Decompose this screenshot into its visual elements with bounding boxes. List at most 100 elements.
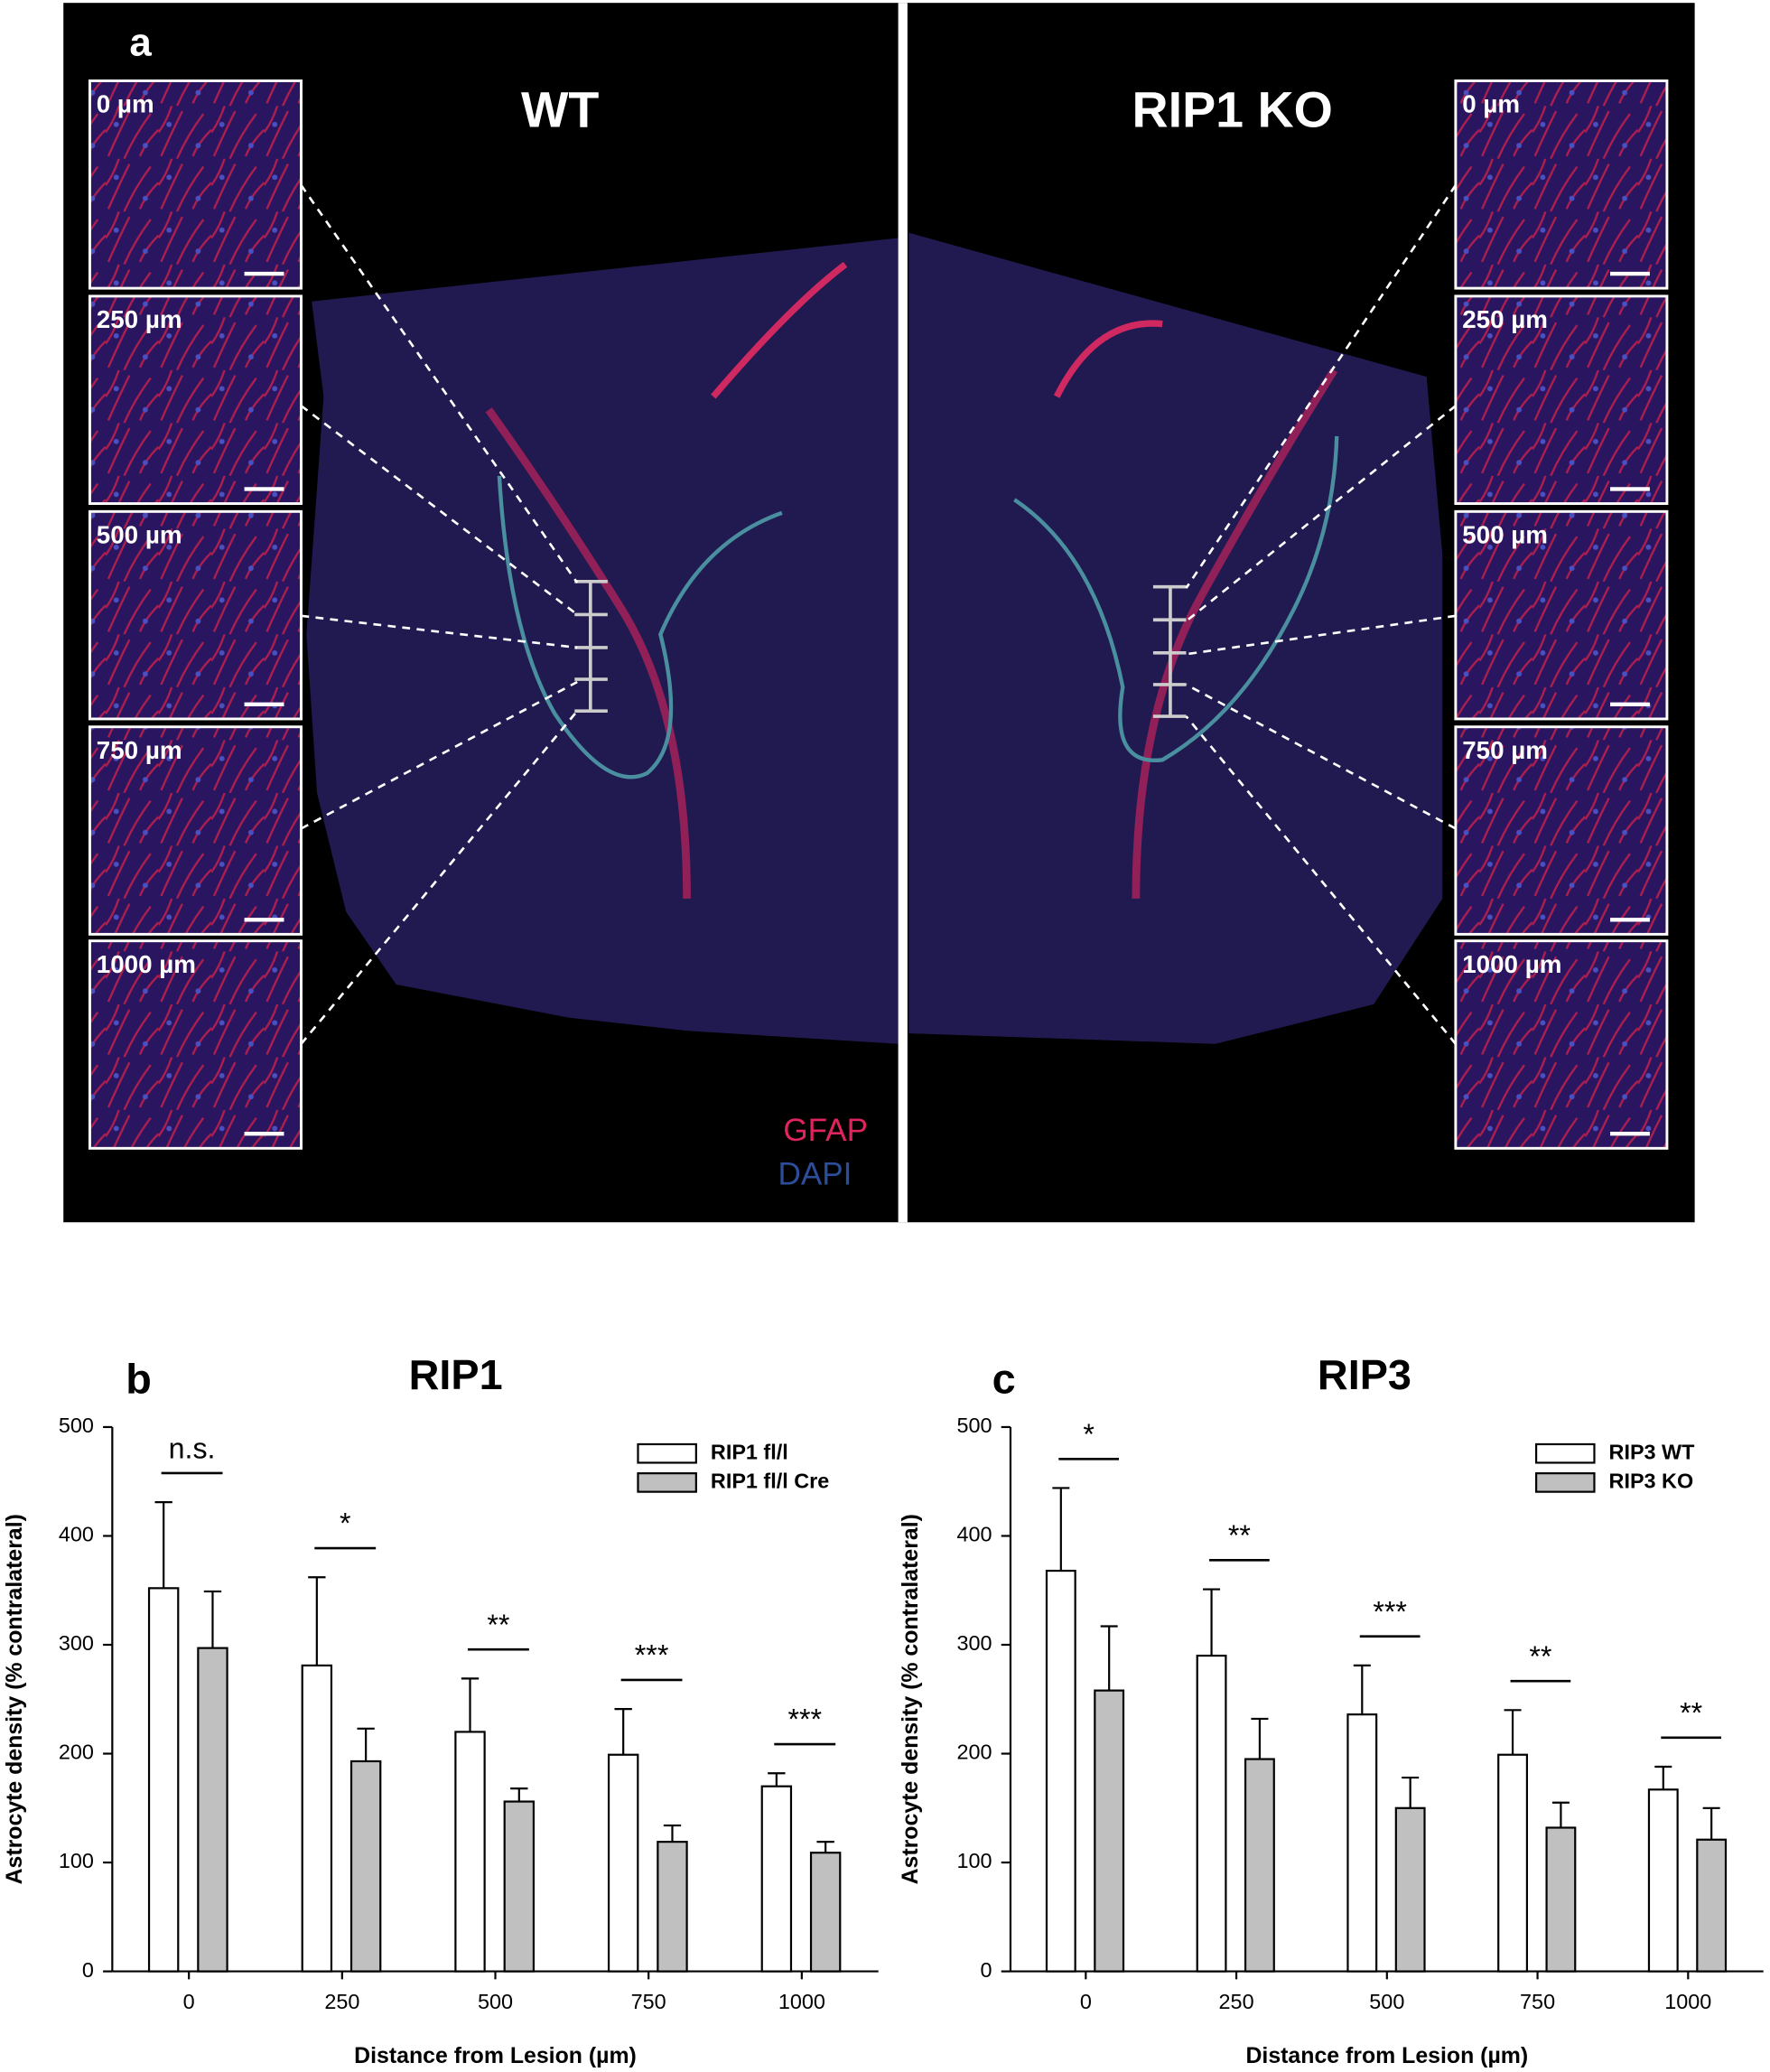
bar (349, 1759, 382, 1973)
inset-label: 750 µm (97, 736, 182, 764)
stain-label: GFAP (783, 1113, 868, 1148)
lesion-outline (497, 475, 783, 779)
group-title: WT (521, 82, 599, 138)
significance-label: ** (1529, 1640, 1552, 1673)
legend-label: RIP1 fl/l (711, 1440, 788, 1463)
inset-label: 250 µm (1462, 305, 1548, 333)
bar (1545, 1826, 1577, 1973)
distance-ruler (574, 580, 1187, 718)
bar (1647, 1788, 1679, 1973)
inset-image (88, 725, 303, 936)
bar (503, 1800, 536, 1973)
inset-label: 0 µm (97, 90, 154, 118)
inset-connectors (300, 184, 1457, 1045)
inset-image (1454, 79, 1669, 290)
x-tick-label: 1000 (778, 1990, 825, 2013)
inset-image (1454, 294, 1669, 505)
y-tick-label: 400 (956, 1523, 992, 1546)
inset-image (1454, 939, 1669, 1150)
x-tick-label: 0 (183, 1990, 195, 2013)
legend-swatch (1535, 1472, 1596, 1493)
significance-label: ** (487, 1609, 510, 1641)
x-tick-label: 750 (1520, 1990, 1555, 2013)
inset-image (1454, 509, 1669, 721)
significance-label: *** (1373, 1595, 1407, 1628)
panel-a: a WT RIP1 KO GFAP DAPI 0 µm 250 µm 500 µm 7… (63, 3, 1695, 1223)
tissue-left (306, 238, 899, 1044)
significance-label: * (340, 1507, 351, 1540)
x-tick-label: 250 (1219, 1990, 1254, 2013)
charts: b RIP1 Distance from Lesion (µm) Astrocyte … (2, 1351, 1764, 2068)
legend-label: RIP3 WT (1609, 1440, 1696, 1463)
stain-label: DAPI (778, 1156, 852, 1191)
chart-title: RIP1 (409, 1351, 503, 1398)
y-axis-label: Astrocyte density (% contralateral) (898, 1514, 923, 1884)
bar (1244, 1758, 1275, 1973)
x-tick-label: 750 (631, 1990, 666, 2013)
bar (197, 1647, 228, 1973)
x-tick-label: 500 (478, 1990, 513, 2013)
y-tick-label: 200 (59, 1741, 94, 1764)
tissue-right (908, 232, 1443, 1044)
bar (760, 1785, 793, 1973)
significance-label: *** (787, 1703, 822, 1736)
lesion-outline (1013, 435, 1339, 763)
significance-label: ** (1228, 1519, 1252, 1552)
y-axis-label: Astrocyte density (% contralateral) (2, 1514, 27, 1884)
legend-swatch (637, 1442, 697, 1464)
group-title: RIP1 KO (1132, 82, 1332, 138)
significance-label: ** (1680, 1696, 1703, 1729)
gfap-edge (711, 261, 1163, 399)
y-tick-label: 0 (82, 1958, 94, 1982)
chart-title: RIP3 (1318, 1351, 1411, 1398)
inset-image (1454, 725, 1669, 936)
inset-label: 750 µm (1462, 736, 1548, 764)
inset-label: 1000 µm (97, 950, 196, 978)
bar (657, 1841, 688, 1973)
legend-swatch (1535, 1442, 1596, 1464)
panel-label: a (129, 21, 152, 65)
y-tick-label: 100 (59, 1849, 94, 1872)
y-tick-label: 300 (59, 1631, 94, 1655)
inset-label: 1000 µm (1462, 950, 1561, 978)
panel-label: b (126, 1356, 152, 1403)
bar (1045, 1569, 1076, 1973)
y-tick-label: 100 (956, 1849, 992, 1872)
inset-label: 500 µm (1462, 520, 1548, 548)
bar (607, 1753, 639, 1973)
gfap-tract (485, 407, 691, 899)
inset-image (88, 509, 303, 721)
inset-label: 0 µm (1462, 90, 1520, 118)
y-tick-label: 500 (956, 1414, 992, 1437)
bar (1196, 1654, 1227, 1973)
bar (1346, 1713, 1378, 1973)
y-tick-label: 500 (59, 1414, 94, 1437)
x-axis-label: Distance from Lesion (µm) (354, 2043, 637, 2068)
bar (1094, 1689, 1125, 1973)
legend-label: RIP3 KO (1609, 1470, 1694, 1493)
legend-swatch (637, 1472, 697, 1493)
y-tick-label: 400 (59, 1523, 94, 1546)
x-tick-label: 500 (1369, 1990, 1404, 2013)
inset-image (88, 939, 303, 1150)
inset-image (88, 79, 303, 290)
x-axis-label: Distance from Lesion (µm) (1245, 2043, 1528, 2068)
y-tick-label: 200 (956, 1741, 992, 1764)
bar (1394, 1806, 1426, 1973)
bar (809, 1852, 842, 1973)
significance-label: *** (635, 1639, 669, 1672)
inset-label: 500 µm (97, 520, 182, 548)
y-tick-label: 0 (980, 1958, 992, 1982)
inset-image (88, 294, 303, 505)
x-tick-label: 1000 (1664, 1990, 1711, 2013)
bar (147, 1587, 180, 1973)
bar (454, 1731, 486, 1973)
x-tick-label: 0 (1080, 1990, 1092, 2013)
x-tick-label: 250 (324, 1990, 359, 2013)
bar (301, 1664, 333, 1973)
bar (1696, 1838, 1728, 1973)
gfap-tract (1132, 368, 1338, 899)
y-tick-label: 300 (956, 1631, 992, 1655)
